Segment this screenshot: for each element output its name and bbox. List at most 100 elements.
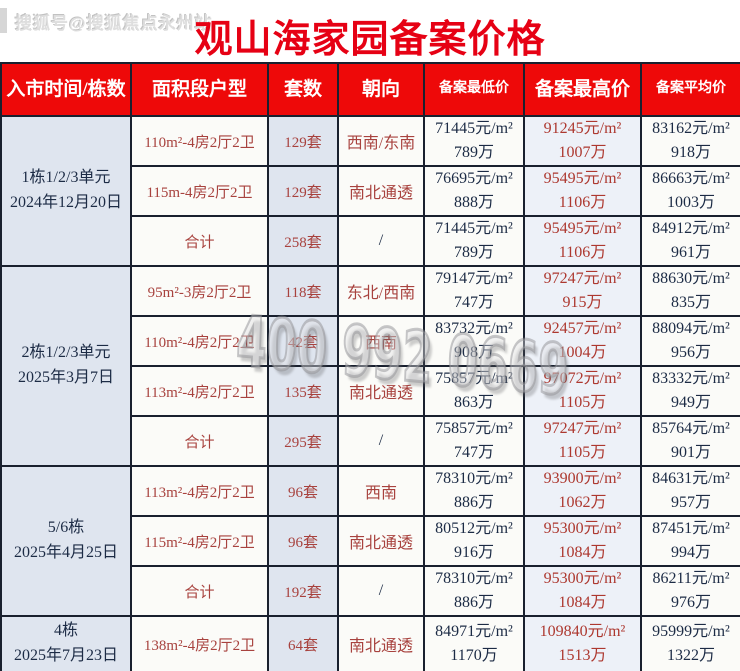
price-total: 789万 xyxy=(453,144,494,161)
price-per-sqm: 79147元/m² xyxy=(435,270,513,287)
header-row: 入市时间/栋数 面积段户型 套数 朝向 备案最低价 备案最高价 备案平均价 xyxy=(0,62,740,117)
group-label-cell: 2栋1/2/3单元 2025年3月7日 xyxy=(0,265,132,467)
price-total: 918万 xyxy=(670,144,711,161)
orientation-cell: 西南 xyxy=(337,465,425,517)
orientation-cell: 西南 xyxy=(337,315,425,367)
max-price-cell: 109840元/m² 1513万 xyxy=(523,615,642,671)
max-price-cell: 95300元/m² 1084万 xyxy=(523,515,642,567)
price-per-sqm: 78310元/m² xyxy=(435,470,513,487)
group-label-cell: 1栋1/2/3单元 2024年12月20日 xyxy=(0,115,132,267)
header-area-type: 面积段户型 xyxy=(130,62,269,117)
price-per-sqm: 97072元/m² xyxy=(543,370,622,387)
price-total: 863万 xyxy=(453,394,494,411)
min-price-cell: 78310元/m² 886万 xyxy=(423,565,525,617)
price-per-sqm: 95300元/m² xyxy=(543,570,622,587)
price-per-sqm: 75857元/m² xyxy=(435,370,513,387)
price-total: 1513万 xyxy=(558,647,607,664)
price-per-sqm: 83162元/m² xyxy=(652,120,730,137)
avg-price-cell: 86211元/m² 976万 xyxy=(640,565,740,617)
avg-price-cell: 86663元/m² 1003万 xyxy=(640,165,740,217)
area-cell: 115m²-4房2厅2卫 xyxy=(130,515,269,567)
price-per-sqm: 84631元/m² xyxy=(652,470,730,487)
units-cell: 295套 xyxy=(267,415,339,467)
max-price-cell: 93900元/m² 1062万 xyxy=(523,465,642,517)
price-per-sqm: 78310元/m² xyxy=(435,570,513,587)
price-total: 901万 xyxy=(670,444,711,461)
group-date: 2025年7月23日 xyxy=(13,647,118,664)
price-total: 886万 xyxy=(453,494,494,511)
min-price-cell: 75857元/m² 747万 xyxy=(423,415,525,467)
orientation-cell: 南北通透 xyxy=(337,165,425,217)
group-date: 2025年4月25日 xyxy=(13,544,118,561)
header-units: 套数 xyxy=(267,62,339,117)
units-cell: 64套 xyxy=(267,615,339,671)
price-total: 1007万 xyxy=(558,144,607,161)
header-avg-price: 备案平均价 xyxy=(640,62,740,117)
price-per-sqm: 71445元/m² xyxy=(435,220,513,237)
max-price-cell: 95300元/m² 1084万 xyxy=(523,565,642,617)
top-bar: 搜狐号@搜狐焦点永州站 观山海家园备案价格 xyxy=(0,0,740,62)
table-row: 4栋 2025年7月23日 138m²-4房2厅2卫 64套 南北通透 8497… xyxy=(0,615,740,671)
min-price-cell: 76695元/m² 888万 xyxy=(423,165,525,217)
table-row: 113m²-4房2厅2卫 135套 南北通透 75857元/m² 863万 97… xyxy=(1,365,740,417)
area-cell: 95m²-3房2厅2卫 xyxy=(130,265,269,317)
orientation-cell: 东北/西南 xyxy=(337,265,425,317)
price-per-sqm: 109840元/m² xyxy=(539,623,626,640)
group-building: 2栋1/2/3单元 xyxy=(21,344,111,362)
orientation-cell: 南北通透 xyxy=(337,615,425,671)
min-price-cell: 78310元/m² 886万 xyxy=(423,465,525,517)
avg-price-cell: 88094元/m² 956万 xyxy=(640,315,740,367)
total-label-cell: 合计 xyxy=(130,565,269,617)
price-total: 1084万 xyxy=(558,594,607,611)
orientation-cell: 西南/东南 xyxy=(337,115,425,167)
units-cell: 135套 xyxy=(267,365,339,417)
price-per-sqm: 84912元/m² xyxy=(652,220,730,237)
group-building: 5/6栋 xyxy=(47,519,85,537)
min-price-cell: 83732元/m² 908万 xyxy=(423,315,525,367)
table-row: 5/6栋 2025年4月25日 113m²-4房2厅2卫 96套 西南 7831… xyxy=(0,465,740,617)
price-total: 1170万 xyxy=(450,647,498,664)
units-cell: 192套 xyxy=(267,565,339,617)
table-row: 115m²-4房2厅2卫 96套 南北通透 80512元/m² 916万 953… xyxy=(1,515,740,567)
min-price-cell: 71445元/m² 789万 xyxy=(423,215,525,267)
area-cell: 115m-4房2厅2卫 xyxy=(130,165,269,217)
table-row: 110m²-4房2厅2卫 42套 西南 83732元/m² 908万 92457… xyxy=(1,315,740,367)
units-cell: 42套 xyxy=(267,315,339,367)
max-price-cell: 97072元/m² 1105万 xyxy=(523,365,642,417)
price-per-sqm: 92457元/m² xyxy=(543,320,622,337)
max-price-cell: 97247元/m² 915万 xyxy=(523,265,642,317)
units-cell: 129套 xyxy=(267,115,339,167)
price-per-sqm: 88630元/m² xyxy=(652,270,730,287)
orientation-cell: / xyxy=(337,565,425,617)
avg-price-cell: 84631元/m² 957万 xyxy=(640,465,740,517)
avg-price-cell: 83332元/m² 949万 xyxy=(640,365,740,417)
min-price-cell: 84971元/m² 1170万 xyxy=(423,615,525,671)
price-total: 949万 xyxy=(670,394,711,411)
price-per-sqm: 83332元/m² xyxy=(652,370,730,387)
group-building: 1栋1/2/3单元 xyxy=(21,169,111,187)
header-max-price: 备案最高价 xyxy=(523,62,642,117)
avg-price-cell: 85764元/m² 901万 xyxy=(640,415,740,467)
min-price-cell: 79147元/m² 747万 xyxy=(423,265,525,317)
sohu-watermark: 搜狐号@搜狐焦点永州站 xyxy=(15,14,213,33)
units-cell: 118套 xyxy=(267,265,339,317)
price-total: 747万 xyxy=(453,294,494,311)
group-label-cell: 4栋 2025年7月23日 xyxy=(0,615,132,671)
area-cell: 113m²-4房2厅2卫 xyxy=(130,465,269,517)
price-total: 1105万 xyxy=(558,394,607,411)
price-per-sqm: 86211元/m² xyxy=(652,570,730,587)
price-total: 789万 xyxy=(453,244,494,261)
price-total: 747万 xyxy=(453,444,494,461)
price-total: 1322万 xyxy=(666,647,715,664)
price-per-sqm: 80512元/m² xyxy=(435,520,513,537)
units-cell: 129套 xyxy=(267,165,339,217)
group-label-cell: 5/6栋 2025年4月25日 xyxy=(0,465,132,617)
group-date: 2025年3月7日 xyxy=(17,369,114,386)
price-per-sqm: 85764元/m² xyxy=(652,420,730,437)
price-total: 1062万 xyxy=(558,494,607,511)
max-price-cell: 92457元/m² 1004万 xyxy=(523,315,642,367)
table-row-total: 合计 258套 / 71445元/m² 789万 95495元/m² 1106万… xyxy=(1,215,740,267)
price-per-sqm: 87451元/m² xyxy=(652,520,730,537)
price-total: 956万 xyxy=(670,344,711,361)
page-title: 观山海家园备案价格 xyxy=(194,19,546,61)
